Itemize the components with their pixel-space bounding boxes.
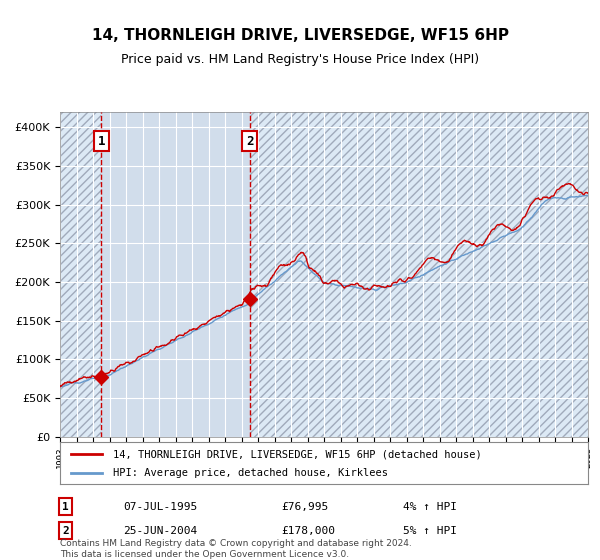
Text: Price paid vs. HM Land Registry's House Price Index (HPI): Price paid vs. HM Land Registry's House … — [121, 53, 479, 66]
Text: £178,000: £178,000 — [282, 526, 336, 535]
Text: 14, THORNLEIGH DRIVE, LIVERSEDGE, WF15 6HP (detached house): 14, THORNLEIGH DRIVE, LIVERSEDGE, WF15 6… — [113, 449, 482, 459]
Text: HPI: Average price, detached house, Kirklees: HPI: Average price, detached house, Kirk… — [113, 468, 388, 478]
Text: 2: 2 — [246, 135, 254, 148]
Bar — [60, 112, 101, 437]
Bar — [250, 112, 588, 437]
Text: 1: 1 — [62, 502, 68, 512]
Text: 07-JUL-1995: 07-JUL-1995 — [124, 502, 197, 512]
Text: £76,995: £76,995 — [282, 502, 329, 512]
Text: 1: 1 — [97, 135, 105, 148]
Text: 5% ↑ HPI: 5% ↑ HPI — [403, 526, 457, 535]
Text: 4% ↑ HPI: 4% ↑ HPI — [403, 502, 457, 512]
Text: Contains HM Land Registry data © Crown copyright and database right 2024.
This d: Contains HM Land Registry data © Crown c… — [60, 539, 412, 559]
Text: 14, THORNLEIGH DRIVE, LIVERSEDGE, WF15 6HP: 14, THORNLEIGH DRIVE, LIVERSEDGE, WF15 6… — [91, 28, 509, 43]
Text: 2: 2 — [62, 526, 68, 535]
Bar — [101, 112, 250, 437]
Text: 25-JUN-2004: 25-JUN-2004 — [124, 526, 197, 535]
